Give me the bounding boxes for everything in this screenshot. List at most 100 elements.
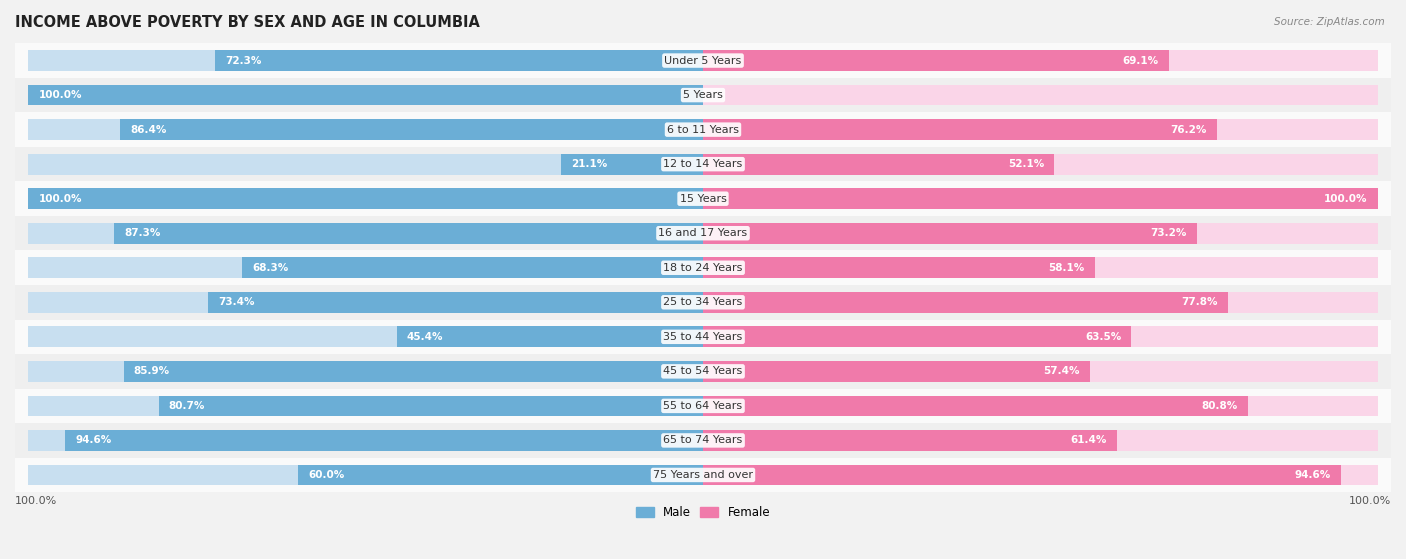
Text: 45 to 54 Years: 45 to 54 Years — [664, 366, 742, 376]
Text: 80.8%: 80.8% — [1202, 401, 1237, 411]
Bar — [703, 257, 1095, 278]
Text: 65 to 74 Years: 65 to 74 Years — [664, 435, 742, 446]
Bar — [703, 465, 1341, 485]
Bar — [11, 147, 1395, 182]
Bar — [703, 223, 1378, 244]
Bar — [11, 250, 1395, 285]
Text: 60.0%: 60.0% — [308, 470, 344, 480]
Bar — [28, 223, 703, 244]
Bar — [703, 292, 1227, 312]
Bar — [11, 458, 1395, 492]
Bar — [11, 112, 1395, 147]
Bar — [703, 326, 1132, 347]
Text: 25 to 34 Years: 25 to 34 Years — [664, 297, 742, 307]
Text: 52.1%: 52.1% — [1008, 159, 1045, 169]
Text: 87.3%: 87.3% — [124, 228, 160, 238]
Text: 58.1%: 58.1% — [1049, 263, 1085, 273]
Text: 77.8%: 77.8% — [1181, 297, 1218, 307]
Bar — [28, 361, 703, 382]
Text: 35 to 44 Years: 35 to 44 Years — [664, 332, 742, 342]
Bar — [703, 430, 1378, 451]
Bar — [28, 188, 703, 209]
Text: 5 Years: 5 Years — [683, 90, 723, 100]
Bar — [703, 326, 1378, 347]
Bar — [28, 50, 703, 71]
Text: 100.0%: 100.0% — [38, 90, 82, 100]
Bar — [703, 188, 1378, 209]
Bar — [703, 85, 1378, 106]
Bar — [703, 292, 1378, 312]
Text: 100.0%: 100.0% — [1348, 496, 1391, 506]
Text: 18 to 24 Years: 18 to 24 Years — [664, 263, 742, 273]
Bar — [121, 119, 703, 140]
Bar — [28, 292, 703, 312]
Bar — [703, 396, 1378, 416]
Text: 86.4%: 86.4% — [131, 125, 167, 135]
Bar — [703, 430, 1118, 451]
Text: 61.4%: 61.4% — [1070, 435, 1107, 446]
Bar — [215, 50, 703, 71]
Bar — [703, 361, 1090, 382]
Text: 12 to 14 Years: 12 to 14 Years — [664, 159, 742, 169]
Text: 57.4%: 57.4% — [1043, 366, 1080, 376]
Bar — [11, 216, 1395, 250]
Bar — [11, 78, 1395, 112]
Bar — [11, 285, 1395, 320]
Text: 72.3%: 72.3% — [225, 55, 262, 65]
Text: 94.6%: 94.6% — [75, 435, 111, 446]
Bar — [114, 223, 703, 244]
Bar — [11, 43, 1395, 78]
Bar — [159, 396, 703, 416]
Bar — [28, 465, 703, 485]
Text: 16 and 17 Years: 16 and 17 Years — [658, 228, 748, 238]
Bar — [703, 223, 1197, 244]
Bar — [124, 361, 703, 382]
Bar — [703, 188, 1378, 209]
Text: 68.3%: 68.3% — [253, 263, 288, 273]
Bar — [396, 326, 703, 347]
Bar — [561, 154, 703, 174]
Bar — [11, 320, 1395, 354]
Text: 73.4%: 73.4% — [218, 297, 254, 307]
Text: 94.6%: 94.6% — [1295, 470, 1331, 480]
Bar — [65, 430, 703, 451]
Text: 63.5%: 63.5% — [1085, 332, 1121, 342]
Bar — [703, 50, 1168, 71]
Legend: Male, Female: Male, Female — [631, 501, 775, 524]
Text: 55 to 64 Years: 55 to 64 Years — [664, 401, 742, 411]
Text: 75 Years and over: 75 Years and over — [652, 470, 754, 480]
Text: 45.4%: 45.4% — [406, 332, 443, 342]
Text: 15 Years: 15 Years — [679, 194, 727, 203]
Bar — [28, 188, 703, 209]
Text: 6 to 11 Years: 6 to 11 Years — [666, 125, 740, 135]
Text: 73.2%: 73.2% — [1150, 228, 1187, 238]
Bar — [703, 154, 1378, 174]
Text: 69.1%: 69.1% — [1123, 55, 1159, 65]
Bar — [28, 257, 703, 278]
Text: 100.0%: 100.0% — [15, 496, 58, 506]
Bar — [28, 326, 703, 347]
Text: INCOME ABOVE POVERTY BY SEX AND AGE IN COLUMBIA: INCOME ABOVE POVERTY BY SEX AND AGE IN C… — [15, 15, 479, 30]
Bar — [28, 430, 703, 451]
Text: 76.2%: 76.2% — [1170, 125, 1206, 135]
Bar — [703, 465, 1378, 485]
Text: 21.1%: 21.1% — [571, 159, 607, 169]
Text: 85.9%: 85.9% — [134, 366, 170, 376]
Bar — [298, 465, 703, 485]
Bar — [11, 423, 1395, 458]
Bar — [703, 396, 1249, 416]
Text: 100.0%: 100.0% — [38, 194, 82, 203]
Bar — [28, 85, 703, 106]
Bar — [11, 354, 1395, 389]
Bar — [703, 119, 1218, 140]
Bar — [11, 389, 1395, 423]
Bar — [703, 119, 1378, 140]
Text: Source: ZipAtlas.com: Source: ZipAtlas.com — [1274, 17, 1385, 27]
Bar — [242, 257, 703, 278]
Bar — [703, 257, 1378, 278]
Bar — [28, 85, 703, 106]
Text: 80.7%: 80.7% — [169, 401, 205, 411]
Bar — [11, 182, 1395, 216]
Bar — [28, 396, 703, 416]
Bar — [28, 154, 703, 174]
